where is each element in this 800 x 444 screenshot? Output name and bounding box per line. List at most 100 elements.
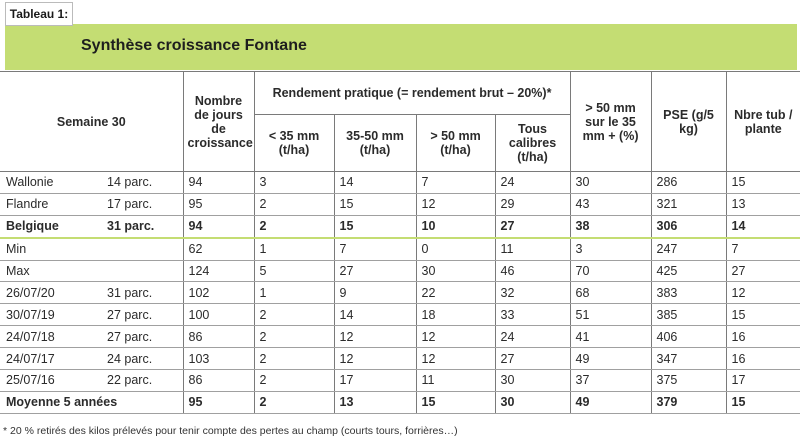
row-parcelles	[107, 237, 184, 261]
cell-nbre: 17	[726, 369, 800, 392]
cell-pse: 286	[651, 171, 727, 194]
cell-r4: 27	[495, 347, 571, 371]
row-label: 24/07/18	[0, 325, 107, 349]
cell-r2: 13	[334, 391, 417, 414]
cell-r1: 1	[254, 237, 335, 261]
cell-nbre: 7	[726, 237, 800, 261]
cell-jours: 103	[183, 347, 255, 371]
table-tag: Tableau 1:	[5, 2, 73, 26]
cell-r4: 24	[495, 171, 571, 194]
header-35-50: 35-50 mm (t/ha)	[334, 114, 417, 172]
cell-r1: 2	[254, 325, 335, 349]
cell-r1: 1	[254, 281, 335, 305]
cell-r2: 14	[334, 303, 417, 327]
row-label: 25/07/16	[0, 369, 107, 392]
header-ratio: > 50 mm sur le 35 mm + (%)	[570, 72, 652, 172]
cell-ratio: 30	[570, 171, 652, 194]
cell-ratio: 68	[570, 281, 652, 305]
cell-pse: 321	[651, 193, 727, 216]
cell-r1: 3	[254, 171, 335, 194]
row-parcelles: 17 parc.	[107, 193, 184, 216]
cell-r2: 12	[334, 347, 417, 371]
table-row: Flandre 17 parc. 95 2 15 12 29 43 321 13	[0, 193, 800, 216]
header-tous: Tous calibres (t/ha)	[495, 114, 571, 172]
row-label: Min	[0, 237, 107, 261]
cell-ratio: 37	[570, 369, 652, 392]
row-parcelles	[107, 260, 184, 283]
cell-r3: 22	[416, 281, 496, 305]
header-gt50: > 50 mm (t/ha)	[416, 114, 496, 172]
table-row: 24/07/18 27 parc. 86 2 12 12 24 41 406 16	[0, 325, 800, 349]
cell-r4: 29	[495, 193, 571, 216]
cell-nbre: 13	[726, 193, 800, 216]
cell-nbre: 15	[726, 391, 800, 414]
row-parcelles: 31 parc.	[107, 215, 184, 239]
cell-r4: 32	[495, 281, 571, 305]
cell-r4: 30	[495, 391, 571, 414]
row-label: Flandre	[0, 193, 107, 216]
cell-r1: 2	[254, 303, 335, 327]
growth-table: Semaine 30 Nombre de jours de croissance…	[0, 72, 800, 414]
cell-pse: 425	[651, 260, 727, 283]
row-parcelles: 22 parc.	[107, 369, 184, 392]
row-label: Belgique	[0, 215, 107, 239]
cell-pse: 347	[651, 347, 727, 371]
cell-jours: 102	[183, 281, 255, 305]
table-row: 30/07/19 27 parc. 100 2 14 18 33 51 385 15	[0, 303, 800, 327]
cell-jours: 86	[183, 369, 255, 392]
cell-nbre: 15	[726, 171, 800, 194]
cell-r2: 27	[334, 260, 417, 283]
cell-r3: 11	[416, 369, 496, 392]
cell-r1: 2	[254, 369, 335, 392]
cell-ratio: 41	[570, 325, 652, 349]
header-nbre-tub: Nbre tub / plante	[726, 72, 800, 172]
cell-r3: 10	[416, 215, 496, 239]
cell-ratio: 49	[570, 391, 652, 414]
cell-jours: 62	[183, 237, 255, 261]
table-row: Min 62 1 7 0 11 3 247 7	[0, 237, 800, 261]
table-row: 24/07/17 24 parc. 103 2 12 12 27 49 347 16	[0, 347, 800, 371]
cell-jours: 124	[183, 260, 255, 283]
cell-r2: 9	[334, 281, 417, 305]
cell-r1: 2	[254, 391, 335, 414]
cell-jours: 86	[183, 325, 255, 349]
cell-r4: 30	[495, 369, 571, 392]
cell-pse: 306	[651, 215, 727, 239]
cell-r3: 12	[416, 325, 496, 349]
row-label: Max	[0, 260, 107, 283]
cell-pse: 383	[651, 281, 727, 305]
cell-nbre: 14	[726, 215, 800, 239]
cell-r1: 2	[254, 347, 335, 371]
cell-r2: 12	[334, 325, 417, 349]
cell-nbre: 16	[726, 347, 800, 371]
cell-pse: 406	[651, 325, 727, 349]
cell-r2: 14	[334, 171, 417, 194]
cell-nbre: 15	[726, 303, 800, 327]
cell-r4: 33	[495, 303, 571, 327]
cell-r3: 12	[416, 193, 496, 216]
cell-ratio: 51	[570, 303, 652, 327]
cell-jours: 95	[183, 391, 255, 414]
table-row: 25/07/16 22 parc. 86 2 17 11 30 37 375 17	[0, 369, 800, 392]
row-parcelles: 31 parc.	[107, 281, 184, 305]
table-title: Synthèse croissance Fontane	[81, 37, 307, 54]
cell-ratio: 70	[570, 260, 652, 283]
table-row: Wallonie 14 parc. 94 3 14 7 24 30 286 15	[0, 171, 800, 194]
header-semaine: Semaine 30	[0, 72, 184, 172]
cell-r1: 5	[254, 260, 335, 283]
cell-jours: 94	[183, 215, 255, 239]
row-parcelles: 14 parc.	[107, 171, 184, 194]
footnote: * 20 % retirés des kilos prélevés pour t…	[3, 425, 458, 437]
cell-pse: 385	[651, 303, 727, 327]
cell-nbre: 27	[726, 260, 800, 283]
row-label: Moyenne 5 années	[0, 391, 184, 414]
divider	[0, 71, 800, 72]
cell-r4: 11	[495, 237, 571, 261]
cell-jours: 100	[183, 303, 255, 327]
cell-r2: 15	[334, 215, 417, 239]
header-rendement: Rendement pratique (= rendement brut – 2…	[254, 72, 571, 115]
cell-r3: 15	[416, 391, 496, 414]
cell-r3: 7	[416, 171, 496, 194]
row-parcelles: 27 parc.	[107, 303, 184, 327]
row-parcelles: 27 parc.	[107, 325, 184, 349]
